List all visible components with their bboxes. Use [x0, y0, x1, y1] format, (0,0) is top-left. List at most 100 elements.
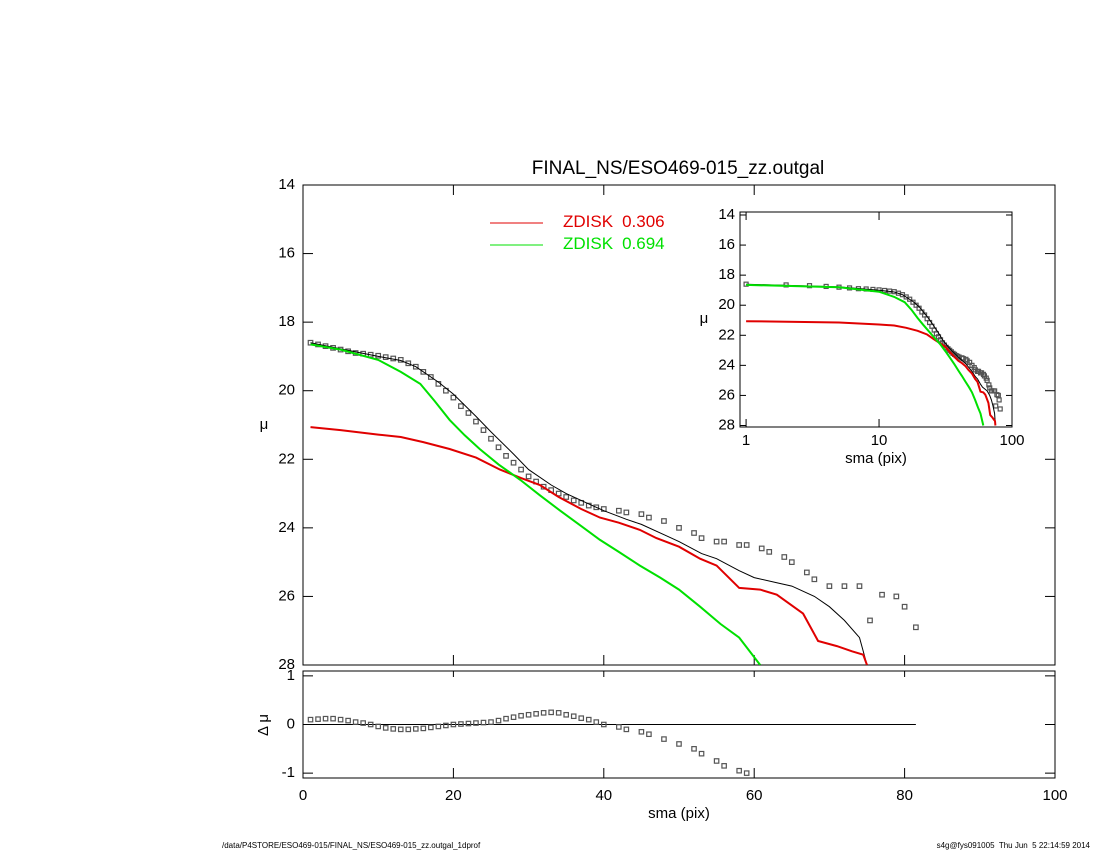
data-point — [616, 724, 622, 730]
data-point — [893, 593, 900, 600]
y-tick-label: 1 — [287, 667, 295, 684]
data-point — [661, 736, 667, 742]
data-point — [390, 726, 397, 732]
data-point — [420, 725, 427, 732]
legend-value: 0.306 — [622, 212, 665, 231]
data-point — [676, 525, 682, 531]
data-point — [405, 360, 412, 367]
data-line — [746, 283, 985, 426]
y-tick-label: 26 — [718, 386, 735, 403]
data-point — [857, 824, 861, 828]
data-point — [337, 716, 344, 723]
data-point — [842, 820, 846, 824]
data-point — [352, 719, 359, 725]
main-plot — [307, 339, 919, 665]
data-point — [450, 394, 457, 401]
data-point — [488, 719, 494, 725]
data-point — [488, 435, 494, 442]
data-point — [435, 723, 442, 730]
data-point — [721, 763, 727, 769]
y-axis-label: Δ μ — [255, 714, 272, 736]
data-point — [767, 786, 771, 790]
y-tick-label: 0 — [287, 715, 295, 732]
legend-label: ZDISK 0.306 — [563, 212, 665, 231]
data-point — [812, 805, 816, 809]
data-point — [367, 721, 374, 728]
data-point — [510, 459, 517, 466]
data-point — [563, 711, 570, 718]
data-point — [412, 363, 419, 370]
y-tick-label: 16 — [278, 245, 295, 262]
data-point — [638, 728, 645, 735]
data-point — [713, 758, 720, 764]
data-point — [676, 741, 682, 747]
data-point — [525, 473, 532, 480]
x-tick-label: 10 — [871, 432, 888, 449]
data-point — [473, 418, 479, 425]
x-tick-label: 1 — [742, 432, 750, 449]
y-axis-label: μ — [260, 416, 269, 433]
data-point — [879, 591, 885, 598]
data-point — [743, 770, 750, 776]
data-point — [868, 844, 872, 848]
data-point — [760, 781, 764, 785]
data-point — [661, 518, 667, 524]
data-point — [646, 731, 652, 738]
data-point — [563, 494, 570, 500]
data-point — [593, 504, 600, 511]
data-point — [375, 723, 382, 730]
data-point — [986, 382, 992, 388]
y-tick-label: 22 — [278, 450, 295, 467]
data-line — [746, 283, 996, 426]
data-point — [495, 717, 502, 724]
y-tick-label: 24 — [718, 356, 735, 373]
data-point — [413, 726, 419, 732]
data-point — [473, 720, 479, 726]
data-point — [518, 466, 524, 473]
data-point — [548, 709, 554, 716]
data-point — [997, 406, 1003, 412]
data-point — [827, 815, 831, 819]
data-point — [345, 717, 351, 724]
data-point — [856, 583, 863, 589]
x-tick-label: 100 — [999, 432, 1024, 449]
data-point — [465, 720, 472, 727]
data-line — [310, 343, 761, 665]
data-point — [646, 514, 652, 521]
y-tick-label: 26 — [278, 587, 295, 604]
inset-plot — [743, 281, 1003, 426]
data-point — [465, 410, 472, 416]
y-tick-label: 28 — [278, 656, 295, 673]
data-point — [525, 711, 532, 718]
x-tick-label: 0 — [299, 787, 307, 804]
data-point — [540, 710, 547, 716]
data-point — [867, 617, 873, 624]
x-tick-label: 60 — [746, 787, 763, 804]
chart-title: FINAL_NS/ESO469-015_zz.outgal — [532, 158, 825, 179]
data-point — [894, 834, 898, 838]
data-point — [993, 403, 999, 409]
data-point — [841, 583, 848, 589]
y-tick-label: 20 — [718, 296, 735, 313]
data-point — [405, 726, 412, 733]
data-point — [758, 545, 765, 552]
data-point — [901, 603, 908, 610]
data-point — [420, 369, 427, 375]
data-point — [307, 716, 314, 723]
data-point — [698, 750, 705, 757]
data-point — [360, 720, 366, 726]
data-point — [480, 719, 487, 726]
y-tick-label: 28 — [718, 416, 735, 433]
data-point — [788, 559, 795, 565]
y-tick-label: 18 — [278, 313, 295, 330]
data-point — [766, 549, 773, 555]
legend-value: 0.694 — [622, 234, 665, 253]
y-tick-label: 14 — [718, 206, 735, 223]
data-point — [322, 715, 329, 722]
data-point — [570, 497, 577, 504]
y-tick-label: -1 — [282, 764, 295, 781]
x-axis-label: sma (pix) — [845, 450, 907, 467]
data-point — [533, 710, 539, 717]
data-point — [382, 725, 389, 731]
y-axis-label: μ — [700, 310, 709, 327]
